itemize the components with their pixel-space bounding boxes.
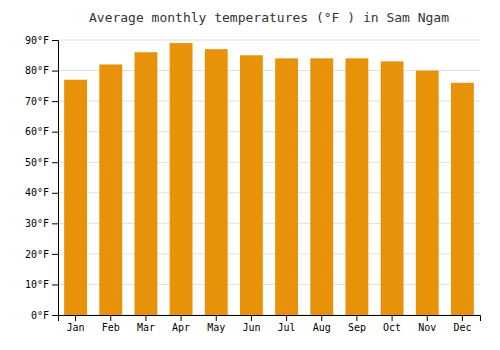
x-tick: Apr: [172, 315, 190, 333]
x-tick-label: Jul: [278, 322, 296, 333]
x-tick-label: Aug: [313, 322, 331, 333]
y-tick-label: 50°F: [25, 157, 49, 168]
x-tick: Oct: [383, 315, 401, 333]
y-tick: 90°F: [25, 35, 58, 46]
x-tick-mark: [286, 315, 287, 321]
x-tick-label: Dec: [453, 322, 471, 333]
x-tick: Mar: [137, 315, 155, 333]
y-tick-label: 70°F: [25, 96, 49, 107]
x-tick-mark: [145, 315, 146, 321]
bar: [170, 43, 193, 315]
y-tick-mark: [52, 101, 58, 102]
y-tick-mark: [52, 284, 58, 285]
y-tick-mark: [52, 40, 58, 41]
y-tick: 20°F: [25, 249, 58, 260]
x-tick-mark: [427, 315, 428, 321]
x-tick-label: Oct: [383, 322, 401, 333]
bar: [345, 58, 368, 315]
y-tick-label: 80°F: [25, 65, 49, 76]
chart: Jan Feb Mar Apr May Jun Jul Aug Sep Oct Nov Dec 0°F 1…: [0, 0, 500, 350]
x-axis: Jan Feb Mar Apr May Jun Jul Aug Sep Oct Nov Dec: [59, 315, 481, 333]
bars: [64, 43, 474, 315]
y-tick-mark: [52, 223, 58, 224]
x-tick-label: Nov: [418, 322, 436, 333]
y-tick-label: 40°F: [25, 187, 49, 198]
y-tick: 80°F: [25, 65, 58, 76]
y-tick: 70°F: [25, 96, 58, 107]
x-tick-label: Feb: [102, 322, 120, 333]
title: Average monthly temperatures (°F ) in Sa…: [89, 10, 449, 25]
y-tick-mark: [52, 254, 58, 255]
x-tick-label: Apr: [172, 322, 190, 333]
x-tick-mark: [462, 315, 463, 321]
y-tick-mark: [52, 71, 58, 72]
y-tick-mark: [52, 162, 58, 163]
y-tick-label: 30°F: [25, 218, 49, 229]
x-tick: Sep: [348, 315, 366, 333]
x-tick-mark: [251, 315, 252, 321]
grid: [58, 40, 480, 315]
x-tick: Jan: [67, 315, 85, 333]
x-tick: May: [207, 315, 225, 333]
bar: [240, 55, 263, 315]
x-tick-label: Jan: [67, 322, 85, 333]
bar: [381, 61, 404, 315]
x-tick-label: Mar: [137, 322, 155, 333]
x-tick-label: Sep: [348, 322, 366, 333]
y-tick-mark: [52, 193, 58, 194]
x-tick: Nov: [418, 315, 436, 333]
y-axis: 0°F 10°F 20°F 30°F 40°F 50°F 60°F 70°F 80°F 90°F: [25, 35, 59, 321]
x-tick: Jun: [242, 315, 260, 333]
x-tick: Feb: [102, 315, 120, 333]
bar: [205, 49, 228, 315]
y-tick: 60°F: [25, 126, 58, 137]
bar: [275, 58, 298, 315]
y-tick-mark: [52, 315, 58, 316]
y-tick: 40°F: [25, 187, 58, 198]
x-tick-label: Jun: [242, 322, 260, 333]
y-tick-label: 60°F: [25, 126, 49, 137]
x-tick-mark: [181, 315, 182, 321]
grid-line: [58, 40, 480, 41]
y-tick: 0°F: [31, 310, 58, 321]
bar: [310, 58, 333, 315]
y-tick-mark: [52, 132, 58, 133]
y-tick-label: 90°F: [25, 35, 49, 46]
bar: [99, 64, 122, 315]
x-tick-label: May: [207, 322, 225, 333]
plot: Jan Feb Mar Apr May Jun Jul Aug Sep Oct Nov Dec 0°F 1…: [25, 35, 481, 333]
x-tick-mark: [392, 315, 393, 321]
x-tick-mark: [216, 315, 217, 321]
bar: [64, 80, 87, 315]
x-tick: Aug: [313, 315, 331, 333]
y-tick-label: 10°F: [25, 279, 49, 290]
x-tick-mark: [356, 315, 357, 321]
x-tick-mark: [75, 315, 76, 321]
y-tick: 10°F: [25, 279, 58, 290]
y-axis-line: [52, 41, 59, 316]
y-tick: 50°F: [25, 157, 58, 168]
x-tick: Dec: [453, 315, 471, 333]
bar: [451, 83, 474, 315]
bar: [416, 71, 439, 315]
y-tick-label: 20°F: [25, 249, 49, 260]
x-axis-line: [59, 316, 481, 322]
bar: [134, 52, 157, 315]
x-tick-mark: [110, 315, 111, 321]
x-tick-mark: [321, 315, 322, 321]
y-tick: 30°F: [25, 218, 58, 229]
y-tick-label: 0°F: [31, 310, 49, 321]
x-tick: Jul: [278, 315, 296, 333]
